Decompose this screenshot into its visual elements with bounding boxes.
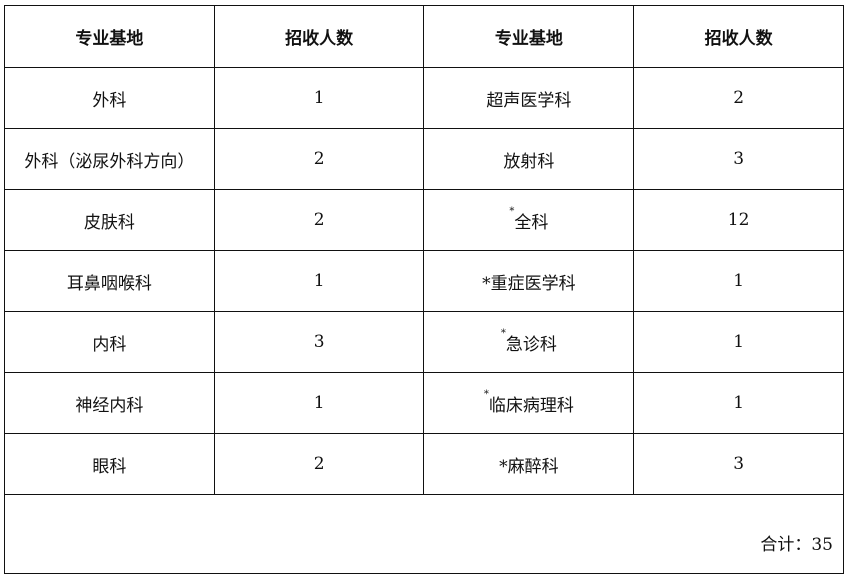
base-cell: *全科 xyxy=(423,189,635,251)
count-cell: 12 xyxy=(633,189,844,251)
base-cell: 放射科 xyxy=(423,128,635,190)
count-cell: 2 xyxy=(213,189,425,251)
base-name: 麻醉科 xyxy=(507,456,559,477)
count-cell: 1 xyxy=(213,67,425,129)
base-name: 急诊科 xyxy=(505,334,557,355)
count-cell: 1 xyxy=(213,250,425,312)
count-cell: 2 xyxy=(633,67,844,129)
base-cell: 眼科 xyxy=(4,433,215,495)
total-row: 合计：35 xyxy=(4,494,844,574)
base-cell: 外科（泌尿外科方向） xyxy=(4,128,215,190)
asterisk-mark: * xyxy=(499,456,508,477)
base-name: 内科 xyxy=(92,334,127,355)
asterisk-mark: * xyxy=(509,205,515,217)
base-cell: *重症医学科 xyxy=(423,250,635,312)
base-name: 外科 xyxy=(92,90,127,111)
count-cell: 1 xyxy=(633,372,844,434)
header-row: 专业基地 招收人数 专业基地 招收人数 xyxy=(4,5,844,68)
header-count: 招收人数 xyxy=(213,5,425,68)
base-cell: 超声医学科 xyxy=(423,67,635,129)
base-name: 重症医学科 xyxy=(490,273,576,294)
base-cell: 耳鼻咽喉科 xyxy=(4,250,215,312)
base-name: 皮肤科 xyxy=(83,212,135,233)
base-cell: *临床病理科 xyxy=(423,372,635,434)
count-cell: 1 xyxy=(213,372,425,434)
table-row: 外科 1 超声医学科 2 xyxy=(4,67,844,129)
header-count: 招收人数 xyxy=(633,5,844,68)
base-name: 全科 xyxy=(514,212,549,233)
header-base: 专业基地 xyxy=(423,5,635,68)
table-row: 神经内科 1 *临床病理科 1 xyxy=(4,372,844,434)
base-name: 外科（泌尿外科方向） xyxy=(24,151,195,172)
base-name: 超声医学科 xyxy=(486,90,572,111)
base-cell: 神经内科 xyxy=(4,372,215,434)
base-cell: 皮肤科 xyxy=(4,189,215,251)
asterisk-mark: * xyxy=(482,273,491,294)
table-row: 内科 3 *急诊科 1 xyxy=(4,311,844,373)
count-cell: 1 xyxy=(633,250,844,312)
table-row: 外科（泌尿外科方向） 2 放射科 3 xyxy=(4,128,844,190)
count-cell: 2 xyxy=(213,433,425,495)
base-name: 神经内科 xyxy=(75,395,144,416)
table-body: 外科 1 超声医学科 2 外科（泌尿外科方向） 2 放射科 3 皮肤科 2 *全科 12 耳鼻咽喉科 1 *… xyxy=(4,67,844,495)
count-cell: 3 xyxy=(213,311,425,373)
count-cell: 1 xyxy=(633,311,844,373)
asterisk-mark: * xyxy=(500,327,506,339)
table-row: 皮肤科 2 *全科 12 xyxy=(4,189,844,251)
count-cell: 3 xyxy=(633,128,844,190)
base-name: 耳鼻咽喉科 xyxy=(66,273,152,294)
count-cell: 3 xyxy=(633,433,844,495)
total-cell: 合计：35 xyxy=(4,494,844,574)
base-name: 放射科 xyxy=(503,151,555,172)
enrollment-table: 专业基地 招收人数 专业基地 招收人数 外科 1 超声医学科 2 外科（泌尿外科方向） 2… xyxy=(4,5,844,574)
base-cell: 内科 xyxy=(4,311,215,373)
base-cell: 外科 xyxy=(4,67,215,129)
base-cell: *急诊科 xyxy=(423,311,635,373)
base-name: 眼科 xyxy=(92,456,127,477)
asterisk-mark: * xyxy=(483,388,489,400)
table-row: 耳鼻咽喉科 1 *重症医学科 1 xyxy=(4,250,844,312)
base-name: 临床病理科 xyxy=(488,395,574,416)
header-base: 专业基地 xyxy=(4,5,215,68)
base-cell: *麻醉科 xyxy=(423,433,635,495)
table-row: 眼科 2 *麻醉科 3 xyxy=(4,433,844,495)
count-cell: 2 xyxy=(213,128,425,190)
